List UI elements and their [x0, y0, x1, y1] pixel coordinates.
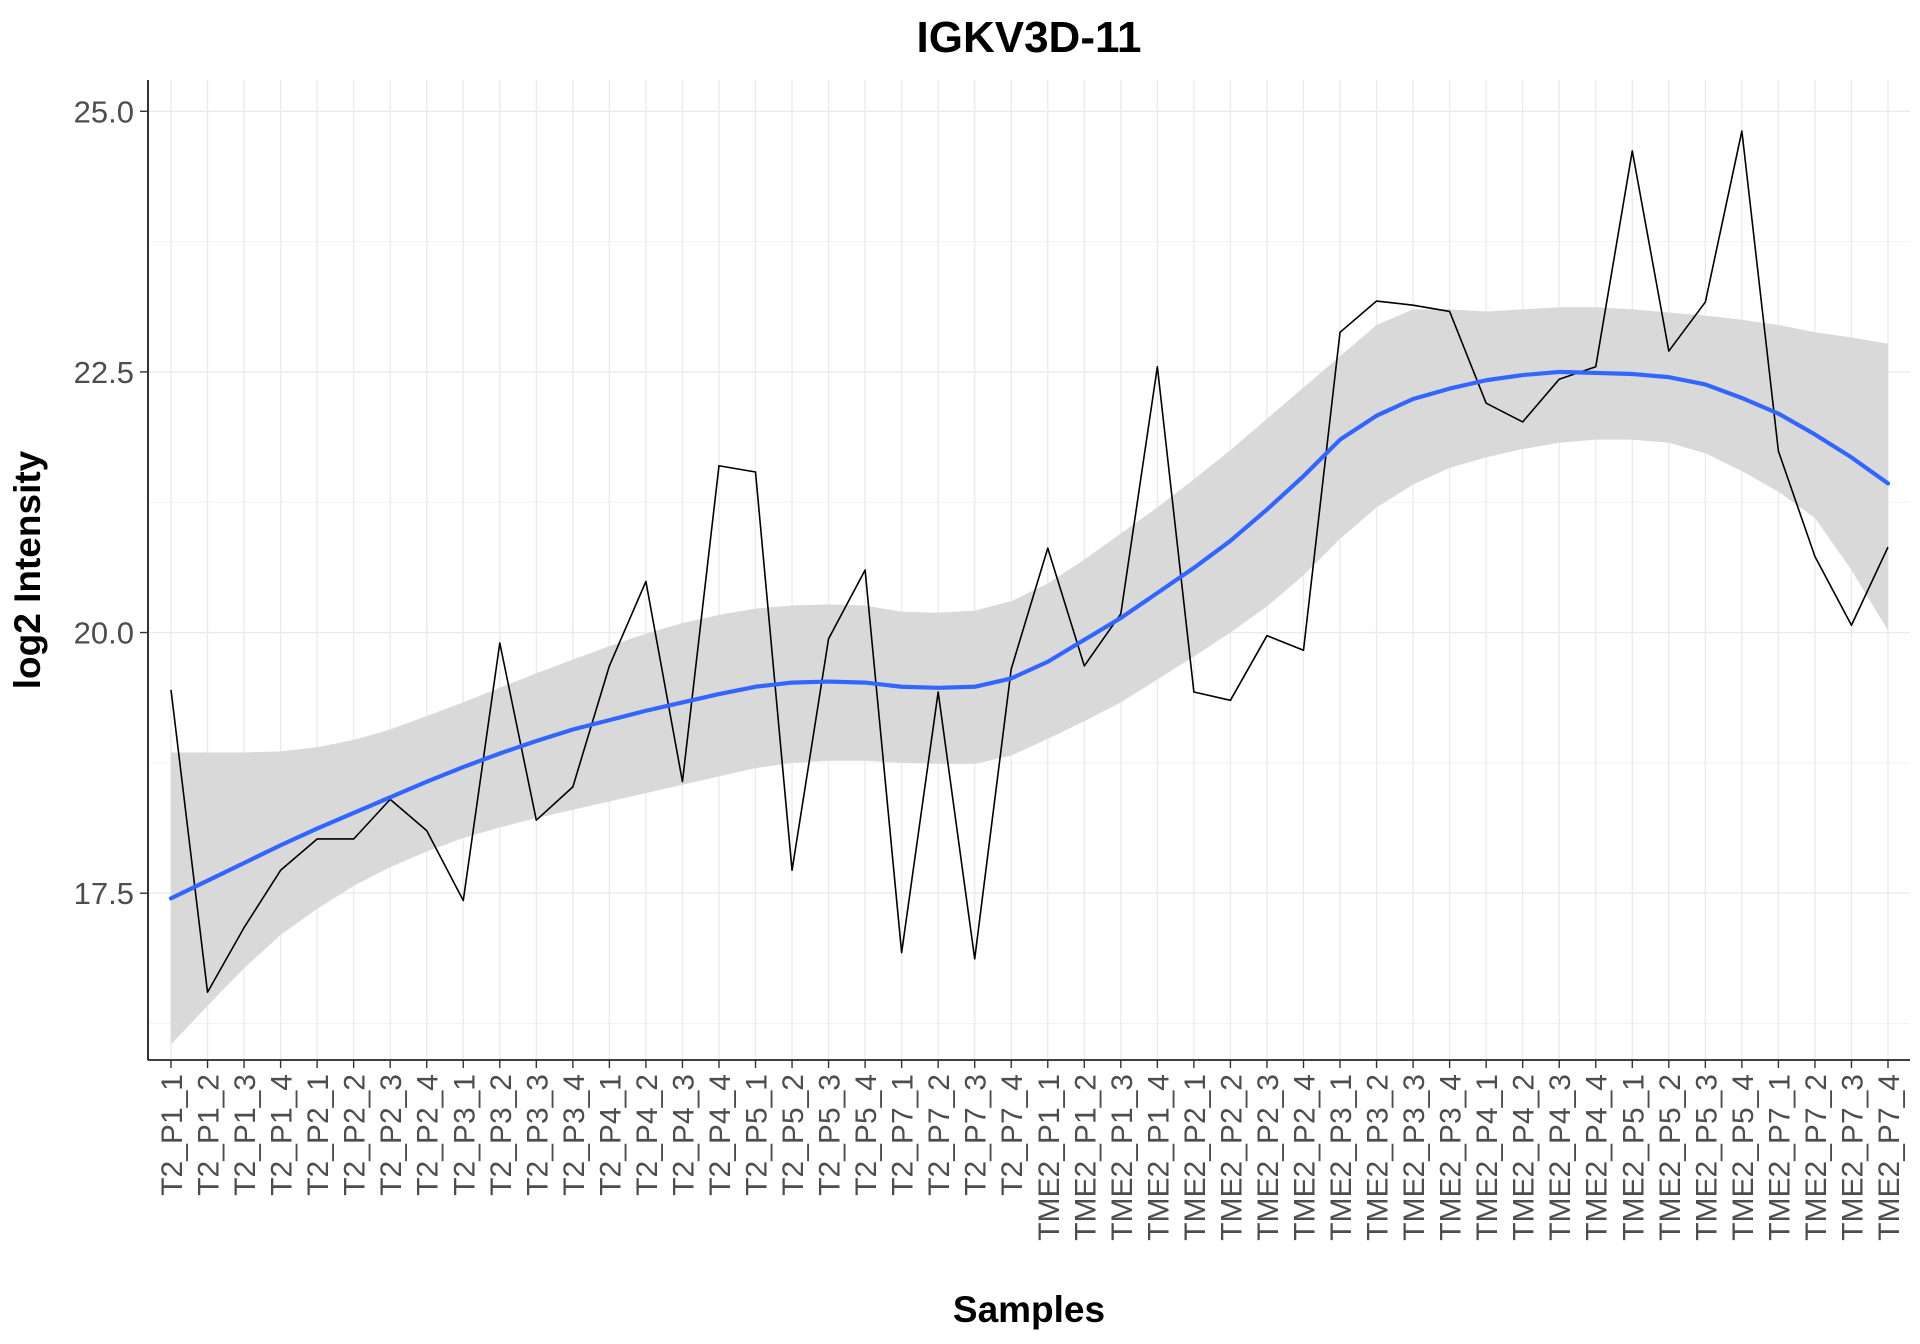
y-tick-label: 25.0 — [74, 94, 134, 129]
x-tick-label: T2_P3_4 — [558, 1074, 591, 1196]
x-tick-label: T2_P2_2 — [339, 1074, 372, 1196]
x-tick-label: TME2_P1_2 — [1069, 1074, 1102, 1241]
x-tick-label: T2_P3_1 — [448, 1074, 481, 1196]
x-tick-label: T2_P3_2 — [485, 1074, 518, 1196]
x-tick-label: TME2_P2_2 — [1215, 1074, 1248, 1241]
y-tick-label: 22.5 — [74, 355, 134, 390]
observed-line-group — [170, 130, 1889, 994]
x-tick-label: T2_P1_1 — [156, 1074, 189, 1196]
x-tick-label: T2_P5_3 — [814, 1074, 847, 1196]
y-tick-label: 20.0 — [74, 616, 134, 651]
x-tick-label: TME2_P2_4 — [1288, 1074, 1321, 1241]
x-tick-label: T2_P7_3 — [960, 1074, 993, 1196]
x-tick-label: TME2_P3_2 — [1362, 1074, 1395, 1241]
x-tick-label: T2_P2_4 — [412, 1074, 445, 1196]
x-tick-label: TME2_P7_1 — [1763, 1074, 1796, 1241]
x-tick-label: T2_P1_2 — [193, 1074, 226, 1196]
x-tick-label: T2_P4_1 — [594, 1074, 627, 1196]
grid-lines — [148, 80, 1910, 1060]
x-tick-label: T2_P3_3 — [521, 1074, 554, 1196]
x-tick-label: T2_P4_3 — [667, 1074, 700, 1196]
x-tick-label: TME2_P1_4 — [1142, 1074, 1175, 1241]
y-tick-label: 17.5 — [74, 876, 134, 911]
x-tick-label: T2_P1_3 — [229, 1074, 262, 1196]
x-tick-label: TME2_P2_1 — [1179, 1074, 1212, 1241]
x-tick-label: TME2_P5_1 — [1617, 1074, 1650, 1241]
x-tick-label: TME2_P5_3 — [1690, 1074, 1723, 1241]
chart-title: IGKV3D-11 — [917, 13, 1142, 62]
x-tick-label: TME2_P3_3 — [1398, 1074, 1431, 1241]
smooth-trend-line — [168, 369, 1891, 901]
x-tick-label: TME2_P5_2 — [1654, 1074, 1687, 1241]
x-tick-label: T2_P7_2 — [923, 1074, 956, 1196]
x-tick-label: T2_P7_4 — [996, 1074, 1029, 1196]
x-tick-label: TME2_P4_1 — [1471, 1074, 1504, 1241]
y-axis-title: log2 Intensity — [7, 450, 48, 689]
x-tick-label: TME2_P4_2 — [1508, 1074, 1541, 1241]
x-tick-label: T2_P7_1 — [887, 1074, 920, 1196]
x-tick-label: TME2_P2_3 — [1252, 1074, 1285, 1241]
confidence-band — [171, 307, 1888, 1045]
x-axis-title: Samples — [953, 1289, 1105, 1330]
x-tick-label: T2_P5_1 — [741, 1074, 774, 1196]
x-tick-label: T2_P5_4 — [850, 1074, 883, 1196]
x-tick-label: T2_P4_4 — [704, 1074, 737, 1196]
observed-series-line — [170, 130, 1889, 994]
x-tick-label: T2_P2_3 — [375, 1074, 408, 1196]
smooth-line-group — [168, 369, 1891, 901]
x-tick-label: T2_P2_1 — [302, 1074, 335, 1196]
x-tick-label: TME2_P3_4 — [1435, 1074, 1468, 1241]
x-tick-label: TME2_P7_2 — [1800, 1074, 1833, 1241]
y-tick-labels: 17.5 20.0 22.5 25.0 — [74, 94, 148, 911]
axes — [147, 80, 1910, 1061]
x-tick-label: TME2_P4_3 — [1544, 1074, 1577, 1241]
x-tick-label: T2_P4_2 — [631, 1074, 664, 1196]
x-tick-label: T2_P5_2 — [777, 1074, 810, 1196]
x-tick-label: TME2_P1_3 — [1106, 1074, 1139, 1241]
x-tick-label: TME2_P1_1 — [1033, 1074, 1066, 1241]
x-tick-label: TME2_P3_1 — [1325, 1074, 1358, 1241]
x-tick-label: TME2_P7_3 — [1836, 1074, 1869, 1241]
x-tick-labels: T2_P1_1 T2_P1_2 T2_P1_3 T2_P1_4 T2_P2_1 T2_P2… — [156, 1060, 1906, 1241]
x-tick-label: TME2_P4_4 — [1581, 1074, 1614, 1241]
x-tick-label: TME2_P7_4 — [1873, 1074, 1906, 1241]
x-tick-label: TME2_P5_4 — [1727, 1074, 1760, 1241]
x-tick-label: T2_P1_4 — [266, 1074, 299, 1196]
confidence-band-group — [171, 307, 1888, 1045]
